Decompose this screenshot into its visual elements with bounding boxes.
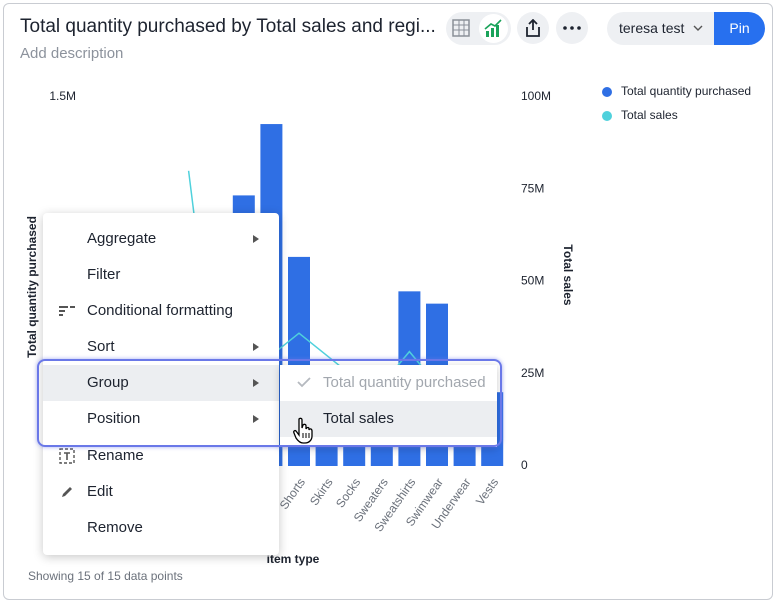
legend-swatch bbox=[602, 87, 612, 97]
menu-item[interactable]: Rename bbox=[43, 438, 279, 474]
y2-tick-label: 0 bbox=[521, 458, 528, 472]
x-axis-title: item type bbox=[267, 552, 320, 566]
y2-tick-label: 25M bbox=[521, 366, 544, 380]
menu-label: Filter bbox=[87, 266, 121, 283]
rename-icon bbox=[59, 448, 75, 464]
y2-tick-label: 75M bbox=[521, 181, 544, 195]
y2-tick-label: 100M bbox=[521, 89, 551, 103]
x-tick-label: Shorts bbox=[277, 476, 308, 512]
y2-axis-title: Total sales bbox=[561, 244, 575, 305]
chart-icon bbox=[484, 19, 502, 37]
menu-label: Conditional formatting bbox=[87, 302, 233, 319]
more-icon bbox=[563, 26, 581, 30]
menu-item[interactable]: Conditional formatting bbox=[43, 293, 279, 329]
menu-label: Rename bbox=[87, 447, 144, 464]
menu-label: Remove bbox=[87, 519, 143, 536]
menu-item[interactable]: Edit bbox=[43, 474, 279, 510]
user-select[interactable]: teresa test bbox=[607, 12, 717, 45]
submenu-item[interactable]: Total sales bbox=[280, 401, 497, 437]
submenu-item[interactable]: Total quantity purchased bbox=[280, 365, 497, 401]
menu-item[interactable]: Sort bbox=[43, 329, 279, 365]
check-icon bbox=[297, 377, 311, 388]
share-icon bbox=[526, 19, 540, 37]
x-tick-label: Vests bbox=[473, 476, 501, 508]
menu-label: Edit bbox=[87, 483, 113, 500]
card bbox=[3, 3, 773, 600]
menu-label: Sort bbox=[87, 338, 115, 355]
menu-item[interactable]: Remove bbox=[43, 510, 279, 546]
menu-label: Aggregate bbox=[87, 230, 157, 247]
submenu-label: Total quantity purchased bbox=[323, 374, 486, 391]
x-tick-label: Skirts bbox=[307, 476, 336, 509]
format-icon bbox=[59, 306, 75, 316]
title[interactable]: Total quantity purchased by Total sales … bbox=[20, 16, 436, 37]
menu-item[interactable]: Aggregate bbox=[43, 221, 279, 257]
share-button[interactable] bbox=[517, 12, 549, 44]
focus-ring bbox=[37, 359, 502, 447]
legend-label: Total quantity purchased bbox=[621, 84, 751, 98]
cursor bbox=[293, 417, 313, 444]
menu-item[interactable]: Group bbox=[43, 365, 279, 401]
edit-icon bbox=[62, 487, 72, 497]
pin-button[interactable]: Pin bbox=[714, 12, 765, 45]
legend-swatch bbox=[602, 111, 612, 121]
menu-item[interactable]: Filter bbox=[43, 257, 279, 293]
footer-note: Showing 15 of 15 data points bbox=[28, 569, 183, 583]
y2-tick-label: 50M bbox=[521, 274, 544, 288]
menu-item[interactable]: Position bbox=[43, 401, 279, 437]
submenu-label: Total sales bbox=[323, 410, 394, 427]
more-button[interactable] bbox=[556, 12, 588, 44]
context-menu: Aggregate Filter Conditional formatting … bbox=[43, 213, 279, 555]
description[interactable]: Add description bbox=[20, 45, 124, 62]
chevron bbox=[693, 25, 703, 31]
y-tick-label: 1.5M bbox=[49, 89, 76, 103]
user-name: teresa test bbox=[619, 20, 685, 36]
table-icon[interactable] bbox=[452, 19, 470, 37]
menu-label: Group bbox=[87, 374, 129, 391]
legend-label: Total sales bbox=[621, 108, 678, 122]
menu-label: Position bbox=[87, 410, 141, 427]
y-axis-title: Total quantity purchased bbox=[25, 216, 39, 358]
submenu: Total quantity purchased Total sales bbox=[280, 365, 497, 447]
